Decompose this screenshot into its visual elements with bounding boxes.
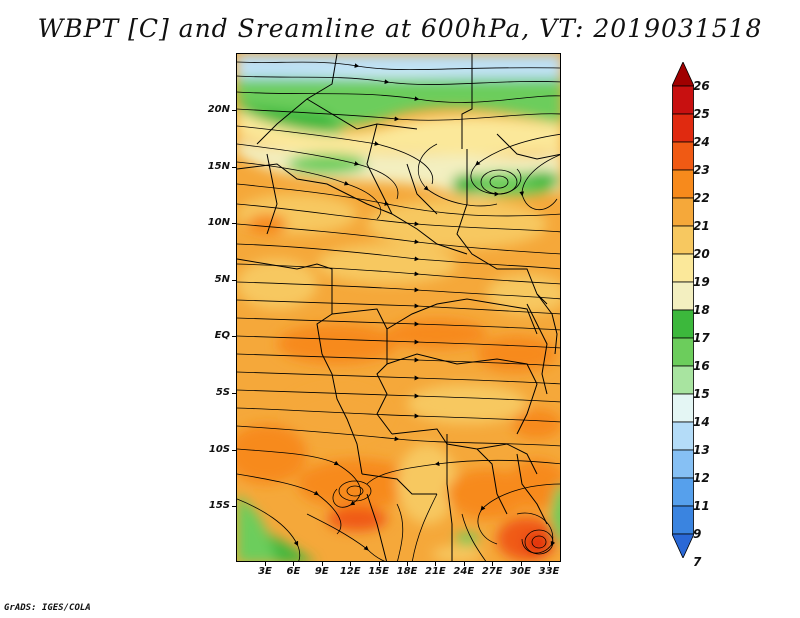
colorbar-swatch (672, 85, 694, 115)
colorbar-swatch (672, 281, 694, 311)
colorbar-swatch (672, 197, 694, 227)
lat-label-5s: 5S (215, 387, 230, 398)
lon-label-30e: 30E (510, 566, 531, 577)
colorbar-swatch (672, 421, 694, 451)
colorbar-swatch (672, 309, 694, 339)
lat-label-10n: 10N (207, 217, 230, 229)
lat-tick (232, 223, 236, 225)
lon-tick (350, 562, 352, 566)
lon-label-18e: 18E (396, 566, 418, 577)
colorbar-label: 9 (693, 527, 702, 541)
colorbar-swatch-top (672, 62, 694, 87)
lat-tick (232, 336, 236, 338)
lat-tick (232, 110, 236, 111)
lon-tick (549, 562, 550, 566)
lon-tick (321, 562, 323, 566)
chart-title: WBPT [C] and Sreamline at 600hPa, VT: 20… (37, 14, 763, 43)
lat-tick (232, 506, 236, 508)
colorbar-label: 26 (693, 79, 710, 93)
lat-label-10s: 10S (208, 443, 230, 455)
lat-label-15s: 15S (208, 500, 230, 512)
colorbar-label: 24 (693, 135, 710, 149)
lon-label-9e: 9E (314, 566, 329, 577)
colorbar-swatch (672, 141, 694, 171)
lon-tick (293, 562, 295, 566)
lon-label-3e: 3E (258, 566, 272, 577)
colorbar-label: 17 (693, 331, 710, 345)
colorbar-swatch (672, 253, 694, 283)
lat-tick (232, 449, 236, 451)
lat-label-15n: 15N (207, 160, 230, 172)
lon-label-12e: 12E (339, 566, 361, 577)
lon-tick (407, 562, 408, 566)
colorbar-swatch (672, 393, 694, 423)
colorbar-label: 21 (693, 219, 710, 233)
colorbar-label: 14 (693, 415, 710, 429)
colorbar-swatch (672, 505, 694, 535)
lon-tick (435, 562, 437, 566)
map-panel (236, 53, 561, 562)
lon-tick (492, 562, 494, 566)
wbpt-streamline-map (237, 54, 560, 561)
colorbar-label: 11 (693, 499, 710, 513)
colorbar (672, 62, 694, 558)
lat-tick (232, 393, 236, 394)
colorbar-label: 15 (693, 387, 710, 401)
streamlines (237, 61, 560, 561)
colorbar-label: 23 (693, 163, 710, 177)
lon-tick (378, 562, 380, 566)
colorbar-label: 22 (693, 191, 710, 205)
colorbar-label: 12 (693, 471, 710, 485)
colorbar-swatch (672, 365, 694, 395)
colorbar-label: 19 (693, 275, 710, 289)
colorbar-swatch (672, 169, 694, 199)
lon-label-27e: 27E (481, 566, 503, 577)
lon-label-21e: 21E (425, 566, 446, 577)
colorbar-swatch (672, 225, 694, 255)
colorbar-swatch (672, 337, 694, 367)
lon-label-6e: 6E (286, 566, 301, 577)
lat-label-20n: 20N (207, 104, 230, 115)
grads-credit: GrADS: IGES/COLA (4, 603, 91, 613)
colorbar-label: 16 (693, 359, 710, 373)
lat-label-5n: 5N (214, 273, 230, 285)
lon-label-33e: 33E (538, 566, 560, 577)
colorbar-label: 7 (693, 555, 702, 569)
colorbar-label: 13 (693, 443, 710, 457)
lat-label-eq: EQ (214, 330, 230, 342)
colorbar-swatch-bottom (672, 533, 694, 558)
colorbar-label: 18 (693, 303, 710, 317)
lon-label-24e: 24E (453, 566, 475, 577)
lat-tick (232, 279, 236, 281)
lon-tick (265, 562, 266, 566)
colorbar-swatch (672, 449, 694, 479)
lon-tick (463, 562, 465, 566)
lon-label-15e: 15E (368, 566, 389, 577)
colorbar-swatch (672, 113, 694, 143)
colorbar-swatch (672, 477, 694, 507)
colorbar-label: 25 (693, 107, 710, 121)
colorbar-label: 20 (693, 247, 710, 261)
lon-tick (520, 562, 522, 566)
lat-tick (232, 166, 236, 168)
country-borders (237, 54, 560, 561)
